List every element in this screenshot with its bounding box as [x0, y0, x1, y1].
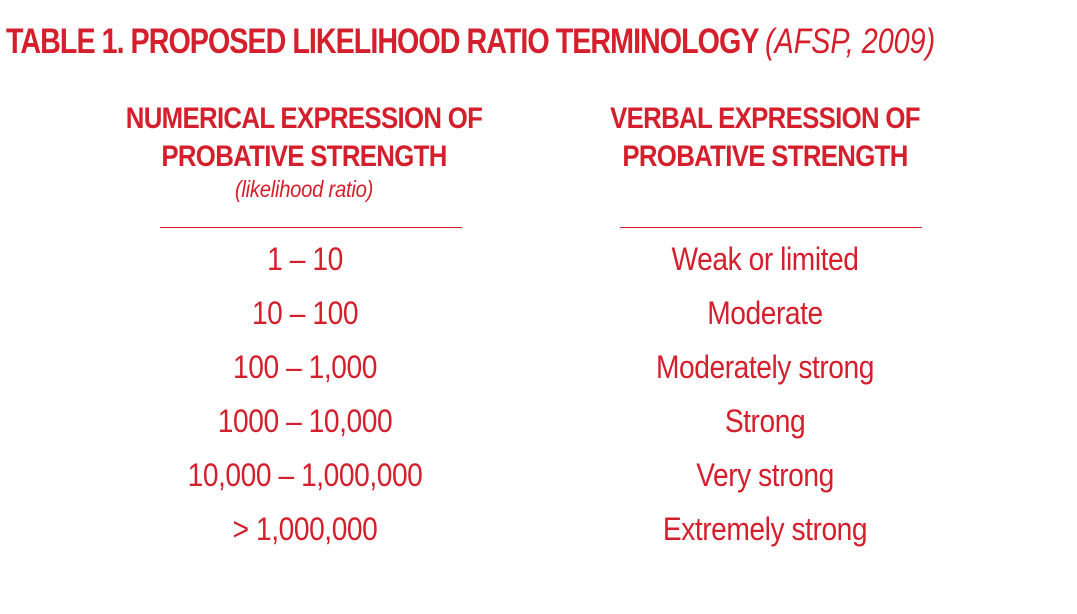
verbal-cell: Extremely strong: [662, 511, 868, 547]
verbal-cell: Strong: [724, 403, 806, 439]
numerical-cell: 100 – 1,000: [233, 349, 377, 385]
verbal-header-line1: VERBAL EXPRESSION OF: [610, 102, 920, 135]
numerical-cell: 10 – 100: [251, 295, 359, 331]
numerical-cell: 10,000 – 1,000,000: [187, 457, 423, 493]
verbal-column-header: VERBAL EXPRESSION OF PROBATIVE STRENGTH: [520, 100, 1010, 176]
verbal-header-line2: PROBATIVE STRENGTH: [622, 140, 908, 173]
numerical-header-line2: PROBATIVE STRENGTH: [161, 140, 447, 173]
numerical-values: 1 – 10 10 – 100 100 – 1,000 1000 – 10,00…: [100, 232, 510, 556]
verbal-cell: Very strong: [696, 457, 834, 493]
verbal-cell: Moderate: [707, 295, 823, 331]
numerical-cell: > 1,000,000: [232, 511, 378, 547]
verbal-cell: Weak or limited: [671, 241, 859, 277]
numerical-column-header: NUMERICAL EXPRESSION OF PROBATIVE STRENG…: [60, 100, 548, 204]
numerical-subheader: (likelihood ratio): [234, 176, 374, 202]
table-title: TABLE 1. PROPOSED LIKELIHOOD RATIO TERMI…: [6, 14, 935, 70]
verbal-cell: Moderately strong: [656, 349, 874, 385]
numerical-cell: 1 – 10: [267, 241, 343, 277]
numerical-cell: 1000 – 10,000: [217, 403, 393, 439]
numerical-header-divider: [160, 227, 462, 228]
numerical-header-line1: NUMERICAL EXPRESSION OF: [125, 102, 483, 135]
verbal-header-divider: [620, 227, 922, 228]
table-title-citation: (AFSP, 2009): [764, 22, 936, 61]
table-title-main: TABLE 1. PROPOSED LIKELIHOOD RATIO TERMI…: [6, 22, 759, 61]
verbal-values: Weak or limited Moderate Moderately stro…: [560, 232, 970, 556]
